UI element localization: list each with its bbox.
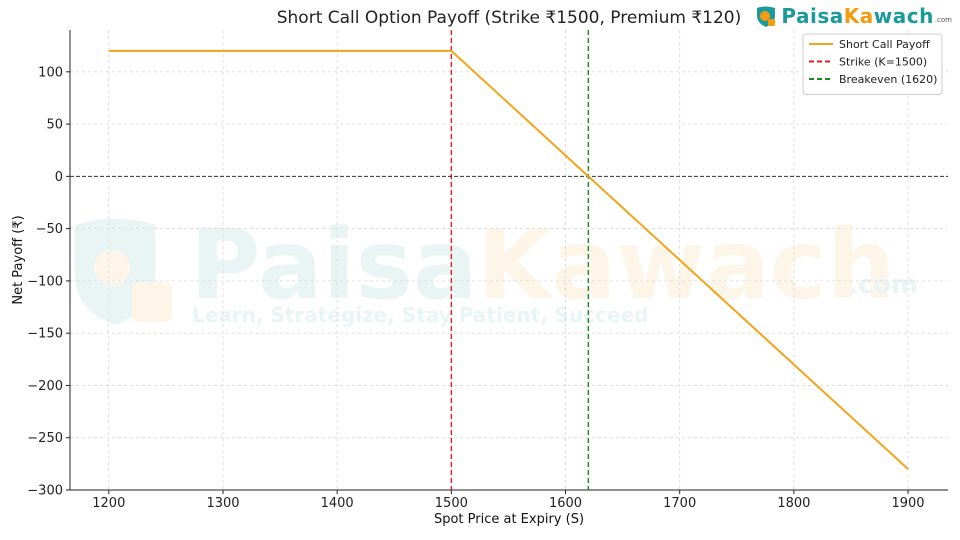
x-tick-label: 1600 (549, 496, 582, 511)
legend: Short Call Payoff Strike (K=1500) Breakeve… (802, 33, 943, 95)
y-axis-label: Net Payoff (₹) (11, 215, 26, 304)
watermark-shield-icon (75, 218, 172, 325)
logo-domain: .com (934, 16, 952, 24)
brand-logo: PaisaKawach .com (754, 2, 952, 30)
x-tick-label: 1400 (321, 496, 354, 511)
y-tick-label: −300 (27, 484, 63, 499)
x-tick-label: 1200 (92, 496, 125, 511)
series (108, 49, 909, 470)
payoff-line (108, 49, 909, 470)
x-tick-label: 1900 (891, 496, 924, 511)
legend-label: Strike (K=1500) (839, 56, 927, 69)
y-tick-label: −250 (27, 431, 63, 446)
x-tick-label: 1800 (777, 496, 810, 511)
legend-box (802, 33, 943, 95)
y-tick-label: −150 (27, 327, 63, 342)
y-tick-label: 100 (38, 65, 63, 80)
ticks: 1200 1300 1400 1500 1600 1700 1800 1900 100 50 0 −5… (27, 65, 924, 511)
reference-lines (70, 30, 948, 490)
shield-logo-icon (757, 6, 776, 27)
legend-label: Short Call Payoff (839, 38, 930, 51)
logo-brand-text: PaisaKawach (781, 4, 934, 28)
axes (69, 30, 948, 491)
x-tick-label: 1300 (206, 496, 239, 511)
watermark-tagline: Learn, Strategize, Stay Patient, Succeed (192, 303, 648, 327)
y-tick-label: −200 (27, 379, 63, 394)
x-tick-label: 1700 (663, 496, 696, 511)
y-tick-label: −50 (36, 222, 63, 237)
y-tick-label: −100 (27, 274, 63, 289)
y-tick-label: 0 (55, 170, 63, 185)
legend-label: Breakeven (1620) (839, 73, 937, 86)
watermark: PaisaKawach .com Learn, Strategize, Stay… (75, 209, 918, 327)
x-axis-label: Spot Price at Expiry (S) (434, 512, 584, 527)
y-tick-label: 50 (46, 118, 63, 133)
chart-title: Short Call Option Payoff (Strike ₹1500, … (277, 8, 742, 28)
watermark-domain: .com (848, 270, 918, 300)
x-tick-label: 1500 (435, 496, 468, 511)
